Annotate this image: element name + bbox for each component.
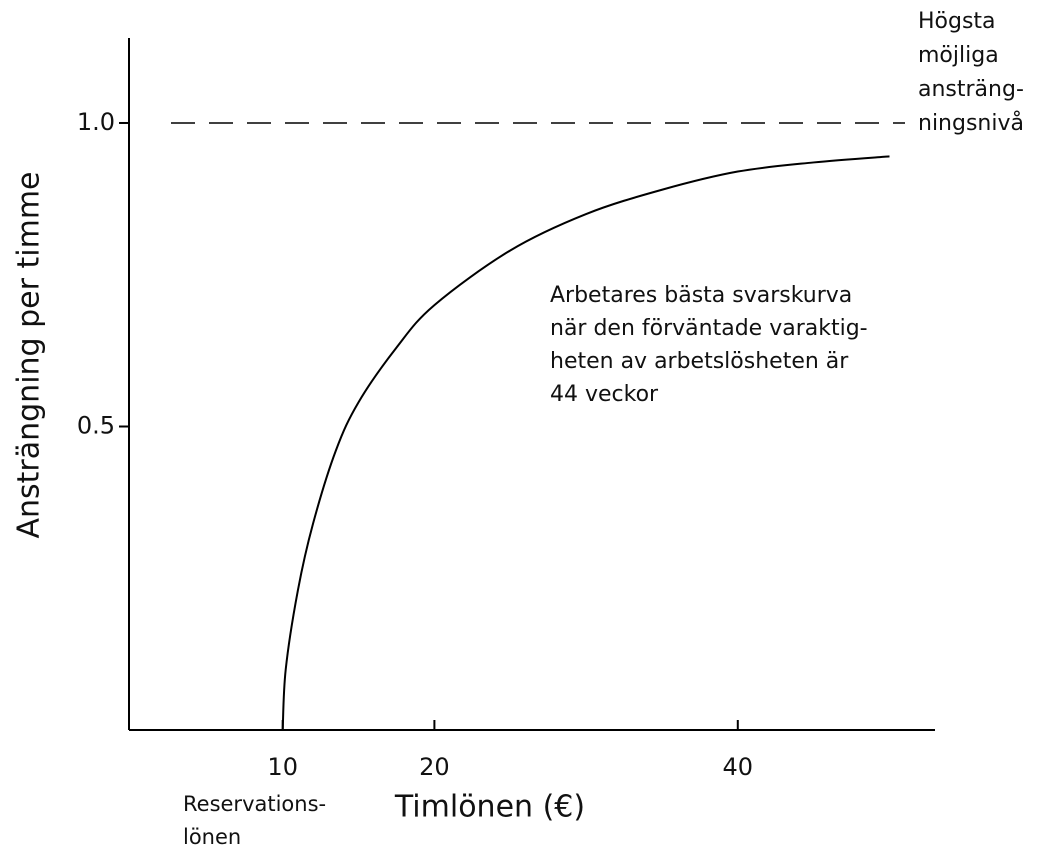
y-axis-label: Ansträngning per timme [12, 171, 47, 538]
reference-label: ansträng- [918, 77, 1024, 102]
x-axis-label: Timlönen (€) [394, 790, 585, 825]
reference-label: Högsta [918, 9, 996, 34]
annotation: när den förväntade varaktig- [550, 316, 868, 341]
x-tick-label: 10 [267, 753, 298, 781]
annotation: 44 veckor [550, 382, 659, 407]
x-tick-label: 40 [723, 753, 754, 781]
x-tick-note: lönen [183, 825, 241, 849]
y-tick-label: 1.0 [77, 108, 115, 136]
reference-label: ningsnivå [918, 110, 1024, 136]
reference-label: möjliga [918, 43, 999, 68]
annotation: heten av arbetslösheten är [550, 349, 849, 374]
x-tick-label: 20 [419, 753, 450, 781]
y-tick-label: 0.5 [77, 411, 115, 439]
curve [281, 155, 890, 731]
x-tick-note: Reservations- [183, 792, 326, 816]
annotation: Arbetares bästa svarskurva [550, 283, 852, 308]
